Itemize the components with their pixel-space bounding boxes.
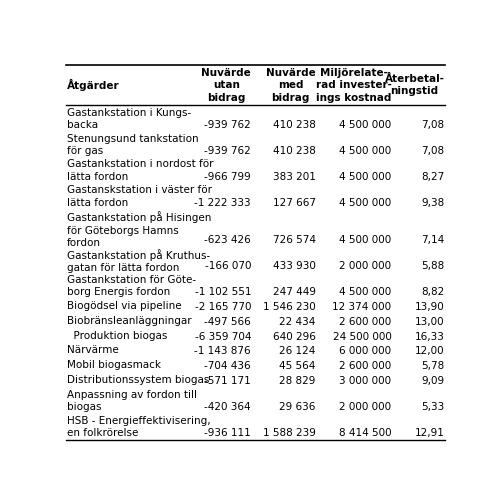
Text: Gastankstation i nordost för
lätta fordon: Gastankstation i nordost för lätta fordo… bbox=[67, 159, 213, 182]
Text: 7,08: 7,08 bbox=[421, 120, 445, 129]
Text: 8,82: 8,82 bbox=[421, 287, 445, 297]
Text: Gastanskstation i väster för
lätta fordon: Gastanskstation i väster för lätta fordo… bbox=[67, 186, 212, 208]
Text: 2 600 000: 2 600 000 bbox=[339, 317, 392, 327]
Text: 640 296: 640 296 bbox=[273, 332, 316, 342]
Text: HSB - Energieffektivisering,
en folkrörelse: HSB - Energieffektivisering, en folkröre… bbox=[67, 416, 210, 438]
Text: 8 414 500: 8 414 500 bbox=[339, 428, 392, 438]
Text: 410 238: 410 238 bbox=[273, 120, 316, 129]
Text: -2 165 770: -2 165 770 bbox=[195, 302, 251, 312]
Text: 4 500 000: 4 500 000 bbox=[339, 197, 392, 207]
Text: 7,14: 7,14 bbox=[421, 235, 445, 246]
Text: -497 566: -497 566 bbox=[204, 317, 251, 327]
Text: -966 799: -966 799 bbox=[204, 172, 251, 182]
Text: 3 000 000: 3 000 000 bbox=[339, 376, 392, 386]
Text: 26 124: 26 124 bbox=[279, 347, 316, 357]
Text: 2 600 000: 2 600 000 bbox=[339, 361, 392, 372]
Text: 5,88: 5,88 bbox=[421, 261, 445, 271]
Text: -571 171: -571 171 bbox=[204, 376, 251, 386]
Text: 8,27: 8,27 bbox=[421, 172, 445, 182]
Text: 7,08: 7,08 bbox=[421, 146, 445, 156]
Text: Närvärme: Närvärme bbox=[67, 346, 118, 356]
Text: 2 000 000: 2 000 000 bbox=[339, 261, 392, 271]
Text: 9,38: 9,38 bbox=[421, 197, 445, 207]
Text: 247 449: 247 449 bbox=[273, 287, 316, 297]
Text: Gastankstation på Kruthus-
gatan för lätta fordon: Gastankstation på Kruthus- gatan för lät… bbox=[67, 249, 210, 273]
Text: -166 070: -166 070 bbox=[205, 261, 251, 271]
Text: Gastankstation i Kungs-
backa: Gastankstation i Kungs- backa bbox=[67, 108, 191, 130]
Text: -939 762: -939 762 bbox=[204, 120, 251, 129]
Text: Biogödsel via pipeline: Biogödsel via pipeline bbox=[67, 301, 181, 311]
Text: -1 102 551: -1 102 551 bbox=[195, 287, 251, 297]
Text: 410 238: 410 238 bbox=[273, 146, 316, 156]
Text: Anpassning av fordon till
biogas: Anpassning av fordon till biogas bbox=[67, 390, 197, 412]
Text: 5,33: 5,33 bbox=[421, 402, 445, 412]
Text: 6 000 000: 6 000 000 bbox=[339, 347, 392, 357]
Text: Återbetal-
ningstid: Återbetal- ningstid bbox=[385, 74, 445, 97]
Text: -1 143 876: -1 143 876 bbox=[194, 347, 251, 357]
Text: Miljörelate-
rad invester-
ings kostnad: Miljörelate- rad invester- ings kostnad bbox=[316, 68, 392, 103]
Text: 4 500 000: 4 500 000 bbox=[339, 120, 392, 129]
Text: 4 500 000: 4 500 000 bbox=[339, 287, 392, 297]
Text: 1 588 239: 1 588 239 bbox=[263, 428, 316, 438]
Text: -936 111: -936 111 bbox=[204, 428, 251, 438]
Text: 28 829: 28 829 bbox=[279, 376, 316, 386]
Text: 9,09: 9,09 bbox=[421, 376, 445, 386]
Text: 16,33: 16,33 bbox=[414, 332, 445, 342]
Text: 2 000 000: 2 000 000 bbox=[339, 402, 392, 412]
Text: Nuvärde
med
bidrag: Nuvärde med bidrag bbox=[266, 68, 316, 103]
Text: -704 436: -704 436 bbox=[204, 361, 251, 372]
Text: 1 546 230: 1 546 230 bbox=[263, 302, 316, 312]
Text: 127 667: 127 667 bbox=[273, 197, 316, 207]
Text: 4 500 000: 4 500 000 bbox=[339, 146, 392, 156]
Text: 13,00: 13,00 bbox=[415, 317, 445, 327]
Text: 13,90: 13,90 bbox=[415, 302, 445, 312]
Text: 22 434: 22 434 bbox=[279, 317, 316, 327]
Text: Gastankstation på Hisingen
för Göteborgs Hamns
fordon: Gastankstation på Hisingen för Göteborgs… bbox=[67, 211, 211, 248]
Text: 12,00: 12,00 bbox=[415, 347, 445, 357]
Text: 4 500 000: 4 500 000 bbox=[339, 172, 392, 182]
Text: Gastankstation för Göte-
borg Energis fordon: Gastankstation för Göte- borg Energis fo… bbox=[67, 275, 196, 298]
Text: Åtgärder: Åtgärder bbox=[67, 79, 119, 91]
Text: 5,78: 5,78 bbox=[421, 361, 445, 372]
Text: 4 500 000: 4 500 000 bbox=[339, 235, 392, 246]
Text: 726 574: 726 574 bbox=[273, 235, 316, 246]
Text: -6 359 704: -6 359 704 bbox=[195, 332, 251, 342]
Text: Nuvärde
utan
bidrag: Nuvärde utan bidrag bbox=[201, 68, 251, 103]
Text: 45 564: 45 564 bbox=[279, 361, 316, 372]
Text: 12 374 000: 12 374 000 bbox=[332, 302, 392, 312]
Text: Stenungsund tankstation
för gas: Stenungsund tankstation för gas bbox=[67, 133, 198, 156]
Text: 24 500 000: 24 500 000 bbox=[332, 332, 392, 342]
Text: 383 201: 383 201 bbox=[273, 172, 316, 182]
Text: -420 364: -420 364 bbox=[204, 402, 251, 412]
Text: Produktion biogas: Produktion biogas bbox=[67, 331, 167, 341]
Text: 12,91: 12,91 bbox=[414, 428, 445, 438]
Text: -623 426: -623 426 bbox=[204, 235, 251, 246]
Text: 29 636: 29 636 bbox=[279, 402, 316, 412]
Text: Distributionssystem biogas: Distributionssystem biogas bbox=[67, 375, 209, 385]
Text: -1 222 333: -1 222 333 bbox=[194, 197, 251, 207]
Text: Biobränsleanläggningar: Biobränsleanläggningar bbox=[67, 316, 191, 326]
Text: -939 762: -939 762 bbox=[204, 146, 251, 156]
Text: Mobil biogasmack: Mobil biogasmack bbox=[67, 360, 161, 371]
Text: 433 930: 433 930 bbox=[273, 261, 316, 271]
